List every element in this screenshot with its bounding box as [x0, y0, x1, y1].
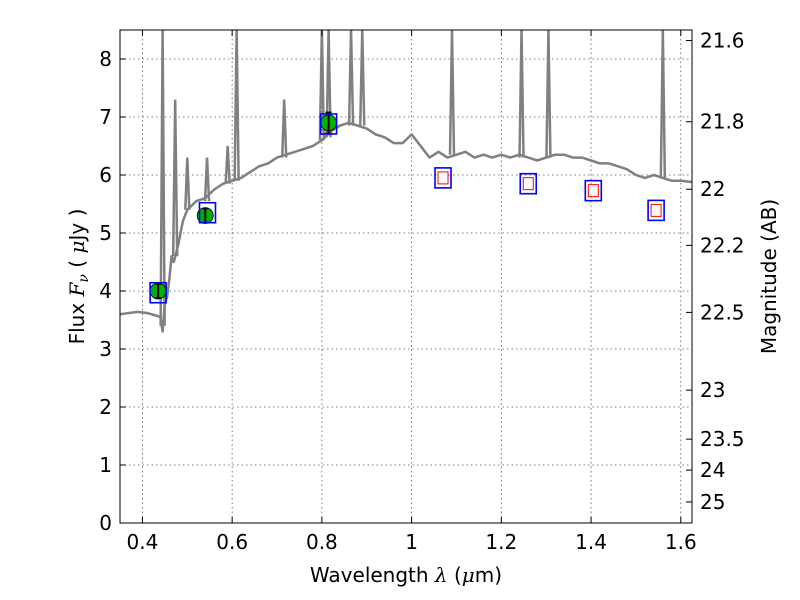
photometry-points [149, 111, 665, 304]
axis-ticks: 0.4 0.6 0.8 1 1.2 1.4 1.601234567821.621.82222… [99, 29, 744, 554]
x-tick-label: 1.2 [485, 530, 517, 554]
model-photometry-square [519, 172, 538, 195]
mag-tick-label: 22.5 [700, 300, 745, 324]
emission-line [224, 145, 231, 184]
x-tick-label: 1.6 [665, 530, 697, 554]
model-photometry-square [319, 113, 338, 135]
emission-line [159, 30, 166, 326]
emission-line [233, 30, 240, 181]
emission-line [518, 30, 525, 158]
mag-tick-label: 24 [700, 458, 725, 482]
emission-line [171, 99, 179, 257]
x-tick-label: 0.4 [127, 530, 159, 554]
predicted-square [587, 184, 599, 198]
model-photometry-square [584, 179, 603, 202]
emission-line [203, 157, 211, 202]
y-tick-label: 0 [99, 511, 112, 535]
mag-tick-label: 23 [700, 378, 725, 402]
predicted-square [650, 203, 662, 217]
model-spectrum [120, 30, 692, 333]
mag-tick-label: 21.8 [700, 110, 745, 134]
emission-line [659, 30, 667, 178]
model-photometry-square [149, 281, 167, 304]
mag-tick-label: 21.6 [700, 29, 745, 53]
y-tick-label: 2 [99, 395, 112, 419]
predicted-square [437, 171, 449, 185]
y-axis-label: Flux Fν ( μJy ) [65, 209, 92, 345]
y2-axis-label: Magnitude (AB) [757, 199, 781, 354]
mag-tick-label: 22.2 [700, 233, 745, 257]
mag-tick-label: 25 [700, 490, 725, 514]
emission-line [325, 30, 332, 138]
emission-line [318, 30, 326, 141]
model-photometry-square [647, 199, 665, 222]
grid [120, 30, 692, 524]
y-tick-label: 5 [99, 221, 112, 245]
y-tick-label: 8 [99, 47, 112, 71]
emission-line [448, 30, 456, 155]
x-tick-label: 1.4 [575, 530, 607, 554]
emission-line [184, 157, 191, 210]
model-photometry-square [434, 167, 452, 189]
model-photometry-square [198, 201, 217, 224]
emission-line [359, 30, 366, 126]
x-tick-label: 1 [405, 530, 418, 554]
x-tick-label: 0.6 [216, 530, 248, 554]
x-tick-label: 0.8 [306, 530, 338, 554]
mag-tick-label: 22 [700, 177, 725, 201]
mag-tick-label: 23.5 [700, 427, 745, 451]
spectrum-line [120, 121, 692, 333]
x-axis-label: Wavelength λ (μm) [310, 563, 502, 587]
y-tick-label: 1 [99, 453, 112, 477]
y-tick-label: 6 [99, 163, 112, 187]
predicted-square [522, 177, 534, 191]
plot-frame [119, 29, 693, 524]
y-tick-label: 7 [99, 105, 112, 129]
emission-line [347, 30, 355, 126]
y-tick-label: 3 [99, 337, 112, 361]
emission-line [545, 30, 552, 158]
emission-line [280, 99, 288, 158]
y-tick-label: 4 [99, 279, 112, 303]
